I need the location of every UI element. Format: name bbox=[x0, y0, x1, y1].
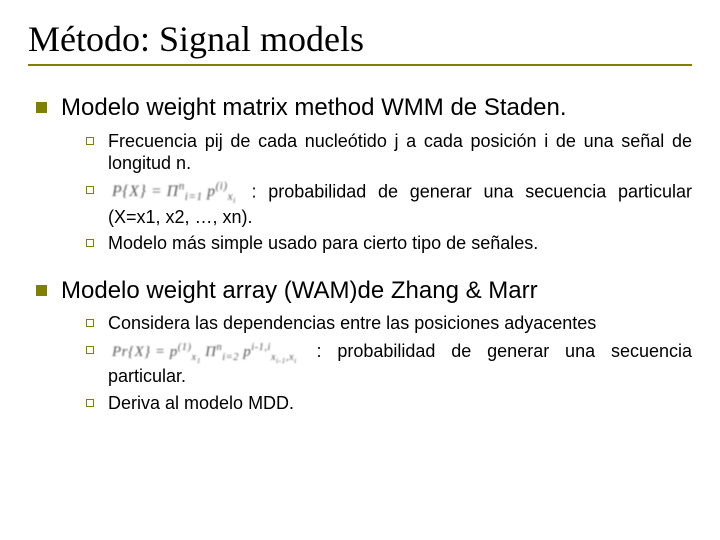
list-item: Pr{X} = p(1)x1 Πni=2 pi-1,ixi-1,xi : pro… bbox=[28, 339, 692, 388]
slide-title: Método: Signal models bbox=[28, 18, 692, 60]
list-item-text: Modelo más simple usado para cierto tipo… bbox=[108, 232, 692, 255]
formula-image: P{X} = Πni=1 p(i)xi bbox=[108, 179, 240, 206]
formula-image: Pr{X} = p(1)x1 Πni=2 pi-1,ixi-1,xi bbox=[108, 339, 301, 365]
formula-text: Pr{X} = p(1)x1 Πni=2 pi-1,ixi-1,xi bbox=[108, 344, 301, 360]
section-wmm: Modelo weight matrix method WMM de Stade… bbox=[28, 94, 692, 255]
hollow-square-bullet-icon bbox=[86, 399, 94, 407]
hollow-square-bullet-icon bbox=[86, 319, 94, 327]
hollow-square-bullet-icon bbox=[86, 346, 94, 354]
heading-text: Modelo weight array (WAM)de Zhang & Marr bbox=[61, 277, 538, 305]
list-item-text: Deriva al modelo MDD. bbox=[108, 392, 692, 415]
section-wam: Modelo weight array (WAM)de Zhang & Marr… bbox=[28, 277, 692, 414]
list-item: Frecuencia pij de cada nucleótido j a ca… bbox=[28, 130, 692, 175]
list-item-text: Frecuencia pij de cada nucleótido j a ca… bbox=[108, 130, 692, 175]
heading-row: Modelo weight array (WAM)de Zhang & Marr bbox=[28, 277, 692, 305]
list-item: Considera las dependencias entre las pos… bbox=[28, 312, 692, 335]
heading-row: Modelo weight matrix method WMM de Stade… bbox=[28, 94, 692, 122]
list-item-text: P{X} = Πni=1 p(i)xi : probabilidad de ge… bbox=[108, 179, 692, 229]
list-item: Deriva al modelo MDD. bbox=[28, 392, 692, 415]
slide: Método: Signal models Modelo weight matr… bbox=[0, 0, 720, 540]
hollow-square-bullet-icon bbox=[86, 239, 94, 247]
title-rule bbox=[28, 64, 692, 66]
hollow-square-bullet-icon bbox=[86, 186, 94, 194]
square-bullet-icon bbox=[36, 285, 47, 296]
list-item: P{X} = Πni=1 p(i)xi : probabilidad de ge… bbox=[28, 179, 692, 229]
square-bullet-icon bbox=[36, 102, 47, 113]
heading-text: Modelo weight matrix method WMM de Stade… bbox=[61, 94, 567, 122]
formula-text: P{X} = Πni=1 p(i)xi bbox=[108, 183, 240, 200]
list-item-text: Pr{X} = p(1)x1 Πni=2 pi-1,ixi-1,xi : pro… bbox=[108, 339, 692, 388]
list-item-text: Considera las dependencias entre las pos… bbox=[108, 312, 692, 335]
hollow-square-bullet-icon bbox=[86, 137, 94, 145]
list-item: Modelo más simple usado para cierto tipo… bbox=[28, 232, 692, 255]
